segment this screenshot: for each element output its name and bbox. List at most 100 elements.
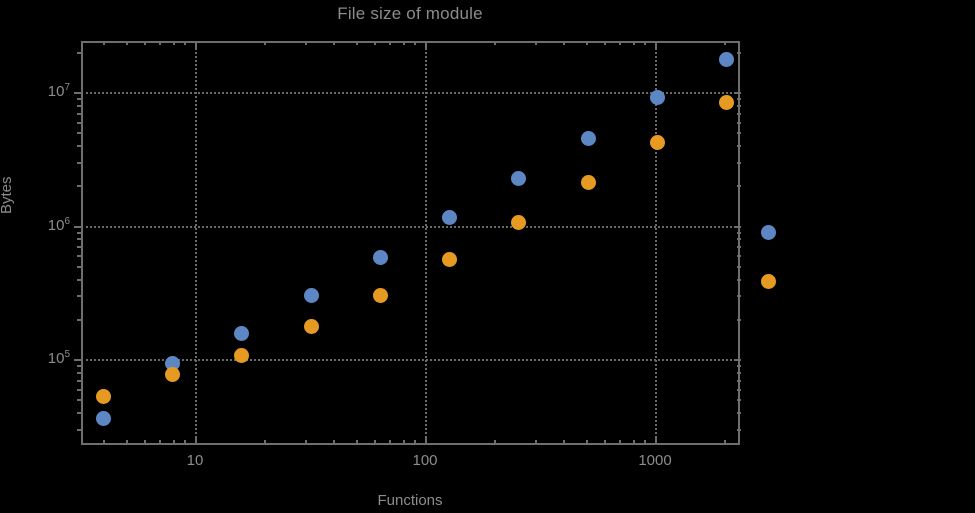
axis-tick xyxy=(77,399,81,402)
axis-tick xyxy=(585,440,588,444)
axis-tick xyxy=(644,41,647,45)
x-tick-label: 100 xyxy=(412,452,438,469)
data-point xyxy=(372,249,388,265)
axis-tick xyxy=(77,428,81,431)
data-point xyxy=(303,287,319,303)
y-tick-label: 106 xyxy=(47,215,70,234)
axis-tick xyxy=(74,225,81,228)
axis-tick xyxy=(644,440,647,444)
axis-tick xyxy=(77,246,81,249)
chart-title: File size of module xyxy=(337,4,483,23)
x-axis-title: Functions xyxy=(377,492,443,509)
axis-tick xyxy=(632,440,635,444)
data-point xyxy=(303,319,319,335)
data-point xyxy=(165,367,181,383)
axis-tick xyxy=(619,41,622,45)
axis-tick xyxy=(355,440,358,444)
gridline-vertical xyxy=(195,41,197,445)
axis-tick xyxy=(402,41,405,45)
axis-tick xyxy=(77,104,81,107)
axis-tick xyxy=(632,41,635,45)
gridline-horizontal xyxy=(81,92,740,94)
axis-tick xyxy=(585,41,588,45)
data-point xyxy=(442,209,458,225)
axis-tick xyxy=(143,41,146,45)
axis-tick xyxy=(77,51,81,54)
gridline-horizontal xyxy=(81,225,740,228)
axis-tick xyxy=(77,278,81,281)
axis-tick xyxy=(734,359,741,361)
axis-tick xyxy=(724,41,727,45)
axis-tick xyxy=(333,440,336,444)
axis-tick xyxy=(563,41,566,45)
axis-tick xyxy=(103,41,106,45)
axis-tick xyxy=(655,437,657,444)
axis-tick xyxy=(655,41,657,48)
x-tick-label: 1000 xyxy=(638,452,672,469)
axis-tick xyxy=(184,440,187,444)
axis-tick xyxy=(77,98,81,101)
axis-tick xyxy=(77,121,81,124)
axis-tick xyxy=(389,41,392,45)
axis-tick xyxy=(77,112,81,115)
data-point xyxy=(719,52,735,68)
axis-tick xyxy=(734,225,741,228)
data-point xyxy=(372,287,388,303)
axis-tick xyxy=(373,41,376,45)
axis-tick xyxy=(264,41,267,45)
axis-tick xyxy=(494,41,497,45)
axis-tick xyxy=(603,440,606,444)
axis-tick xyxy=(77,318,81,321)
axis-tick xyxy=(724,440,727,444)
axis-tick xyxy=(77,132,81,135)
y-tick-label: 105 xyxy=(47,349,70,367)
axis-tick xyxy=(534,41,537,45)
axis-tick xyxy=(373,440,376,444)
axis-tick xyxy=(603,41,606,45)
axis-tick xyxy=(77,185,81,188)
data-point xyxy=(580,130,596,146)
axis-tick xyxy=(355,41,358,45)
data-point xyxy=(719,94,735,110)
axis-tick xyxy=(159,440,162,444)
axis-tick xyxy=(619,440,622,444)
data-point xyxy=(234,326,250,342)
gridline-vertical xyxy=(425,41,427,445)
gridline-vertical xyxy=(655,41,657,445)
axis-tick xyxy=(77,365,81,368)
axis-tick xyxy=(77,295,81,298)
data-point xyxy=(580,174,596,190)
axis-tick xyxy=(77,161,81,164)
data-point xyxy=(95,389,111,405)
axis-tick xyxy=(77,231,81,234)
axis-tick xyxy=(734,92,741,94)
axis-tick xyxy=(125,440,128,444)
axis-tick xyxy=(304,440,307,444)
data-point xyxy=(760,274,776,290)
data-point xyxy=(165,355,181,371)
data-point xyxy=(442,251,458,267)
axis-tick xyxy=(143,440,146,444)
data-point xyxy=(649,134,665,150)
axis-tick xyxy=(77,145,81,148)
axis-tick xyxy=(563,440,566,444)
data-point xyxy=(511,170,527,186)
axis-tick xyxy=(534,440,537,444)
axis-tick xyxy=(414,440,417,444)
gridline-horizontal xyxy=(81,359,740,361)
axis-tick xyxy=(195,437,197,444)
axis-tick xyxy=(74,359,81,361)
data-point xyxy=(760,225,776,241)
axis-tick xyxy=(77,371,81,374)
axis-tick xyxy=(425,437,427,444)
plot-frame xyxy=(81,41,740,445)
axis-tick xyxy=(494,440,497,444)
x-tick-label: 10 xyxy=(186,452,204,469)
axis-tick xyxy=(172,41,175,45)
axis-tick xyxy=(77,388,81,391)
axis-tick xyxy=(264,440,267,444)
axis-tick xyxy=(402,440,405,444)
axis-tick xyxy=(184,41,187,45)
axis-tick xyxy=(77,265,81,268)
axis-tick xyxy=(125,41,128,45)
